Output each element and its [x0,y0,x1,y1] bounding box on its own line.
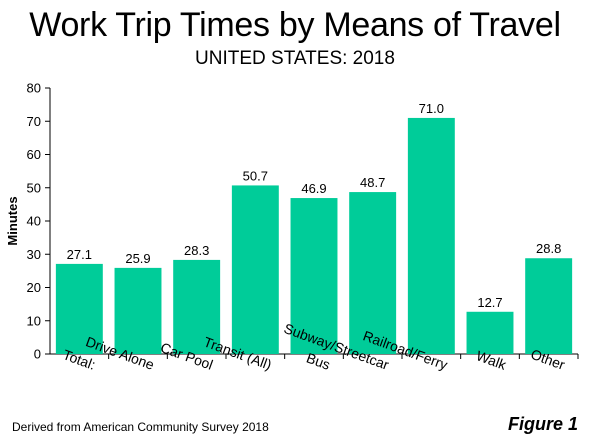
figure-label: Figure 1 [507,414,578,434]
y-tick-label: 80 [27,81,41,96]
bar [407,117,455,354]
data-label: 27.1 [67,247,92,262]
y-tick-label: 70 [27,114,41,129]
bar [290,198,338,354]
data-label: 25.9 [125,251,150,266]
category-label: Bus [304,350,332,373]
chart-title: Work Trip Times by Means of Travel [29,6,561,44]
data-label: 12.7 [477,295,502,310]
y-tick-label: 30 [27,247,41,262]
bar [349,192,397,354]
data-label: 48.7 [360,175,385,190]
bar [231,185,279,354]
data-label: 46.9 [301,181,326,196]
y-tick-label: 20 [27,280,41,295]
data-label: 28.3 [184,243,209,258]
y-axis-title: Minutes [5,196,20,245]
data-label: 50.7 [243,168,268,183]
data-label: 71.0 [419,101,444,116]
bar [525,258,573,354]
data-label: 28.8 [536,241,561,256]
y-tick-label: 10 [27,313,41,328]
bar [55,263,103,354]
bar [466,311,514,354]
y-tick-label: 50 [27,180,41,195]
y-tick-label: 0 [34,347,41,362]
source-note: Derived from American Community Survey 2… [12,420,269,434]
bar [114,267,162,354]
bar [173,259,221,354]
y-tick-label: 40 [27,214,41,229]
chart-subtitle: UNITED STATES: 2018 [195,48,395,69]
y-tick-label: 60 [27,147,41,162]
